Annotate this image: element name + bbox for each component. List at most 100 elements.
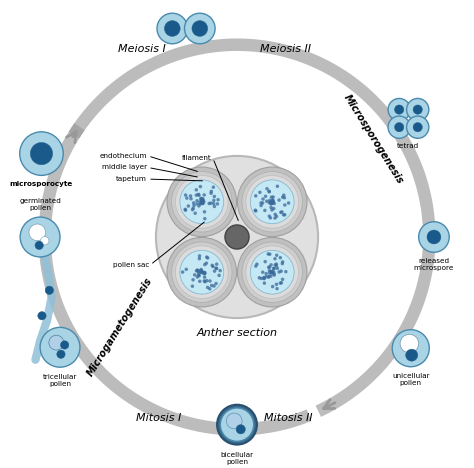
Circle shape	[242, 242, 302, 302]
Circle shape	[273, 267, 276, 270]
Circle shape	[172, 242, 232, 302]
Circle shape	[274, 263, 278, 266]
Circle shape	[192, 21, 208, 37]
Circle shape	[200, 201, 203, 205]
Circle shape	[272, 267, 275, 271]
Circle shape	[259, 204, 263, 207]
Circle shape	[269, 202, 273, 205]
Circle shape	[199, 185, 202, 188]
Circle shape	[184, 208, 187, 212]
Circle shape	[211, 185, 215, 189]
Circle shape	[210, 190, 213, 193]
Circle shape	[167, 167, 237, 236]
Circle shape	[215, 267, 219, 271]
Circle shape	[212, 198, 216, 202]
Circle shape	[202, 279, 206, 283]
Circle shape	[213, 205, 216, 208]
Text: filament: filament	[182, 155, 211, 161]
Circle shape	[175, 176, 228, 228]
Circle shape	[272, 200, 275, 204]
Circle shape	[198, 254, 201, 258]
Circle shape	[268, 265, 272, 269]
Circle shape	[246, 176, 299, 228]
Circle shape	[273, 202, 276, 205]
Circle shape	[271, 270, 274, 273]
Circle shape	[261, 271, 264, 274]
Circle shape	[282, 213, 285, 217]
Circle shape	[280, 270, 283, 273]
Circle shape	[201, 197, 204, 201]
Circle shape	[217, 405, 257, 445]
Circle shape	[268, 269, 271, 272]
Circle shape	[172, 172, 232, 232]
Text: unicellular
pollen: unicellular pollen	[392, 373, 429, 386]
Circle shape	[49, 335, 64, 350]
Circle shape	[275, 287, 279, 291]
Circle shape	[189, 197, 193, 200]
Circle shape	[263, 209, 266, 212]
Circle shape	[269, 202, 273, 205]
Circle shape	[198, 200, 202, 204]
Circle shape	[270, 208, 273, 212]
Circle shape	[270, 196, 273, 199]
Circle shape	[200, 197, 203, 201]
Circle shape	[200, 200, 203, 204]
Circle shape	[272, 207, 275, 210]
Circle shape	[197, 273, 200, 277]
Circle shape	[201, 271, 205, 275]
Circle shape	[203, 263, 207, 266]
Circle shape	[271, 199, 274, 202]
Circle shape	[191, 208, 194, 212]
Circle shape	[236, 424, 246, 434]
Circle shape	[201, 202, 205, 205]
Circle shape	[167, 237, 237, 307]
Circle shape	[206, 285, 210, 289]
Circle shape	[271, 285, 274, 288]
Circle shape	[213, 270, 216, 273]
Circle shape	[273, 272, 276, 276]
Circle shape	[197, 193, 200, 196]
Circle shape	[242, 172, 302, 232]
Text: tricellular
pollen: tricellular pollen	[43, 373, 77, 387]
Circle shape	[270, 271, 273, 275]
Circle shape	[200, 271, 203, 274]
Text: tetrad: tetrad	[397, 143, 419, 149]
Circle shape	[254, 194, 257, 197]
Circle shape	[20, 132, 63, 176]
Circle shape	[280, 281, 283, 285]
Circle shape	[201, 198, 205, 202]
Circle shape	[255, 263, 259, 266]
Circle shape	[219, 269, 222, 272]
Circle shape	[208, 287, 211, 291]
Circle shape	[198, 279, 201, 283]
Circle shape	[237, 167, 307, 236]
Circle shape	[259, 201, 263, 205]
Circle shape	[269, 216, 272, 219]
Circle shape	[175, 246, 228, 299]
Circle shape	[189, 194, 192, 197]
Circle shape	[272, 195, 275, 199]
Circle shape	[388, 98, 410, 121]
Circle shape	[214, 266, 218, 270]
Circle shape	[281, 196, 284, 199]
Circle shape	[202, 200, 206, 204]
Circle shape	[275, 283, 278, 286]
Circle shape	[157, 13, 188, 44]
Circle shape	[191, 206, 195, 210]
Circle shape	[237, 237, 307, 307]
Circle shape	[268, 252, 272, 256]
Circle shape	[200, 201, 203, 205]
Circle shape	[271, 198, 274, 202]
Circle shape	[203, 271, 207, 274]
Circle shape	[225, 225, 249, 249]
Text: Microsporogenesis: Microsporogenesis	[342, 93, 405, 186]
Circle shape	[269, 263, 273, 267]
Circle shape	[254, 264, 257, 268]
Circle shape	[275, 214, 278, 218]
Circle shape	[268, 198, 272, 202]
Circle shape	[196, 269, 200, 272]
Circle shape	[191, 278, 195, 282]
Circle shape	[392, 329, 429, 367]
Text: middle layer: middle layer	[101, 164, 146, 170]
Circle shape	[250, 180, 294, 224]
